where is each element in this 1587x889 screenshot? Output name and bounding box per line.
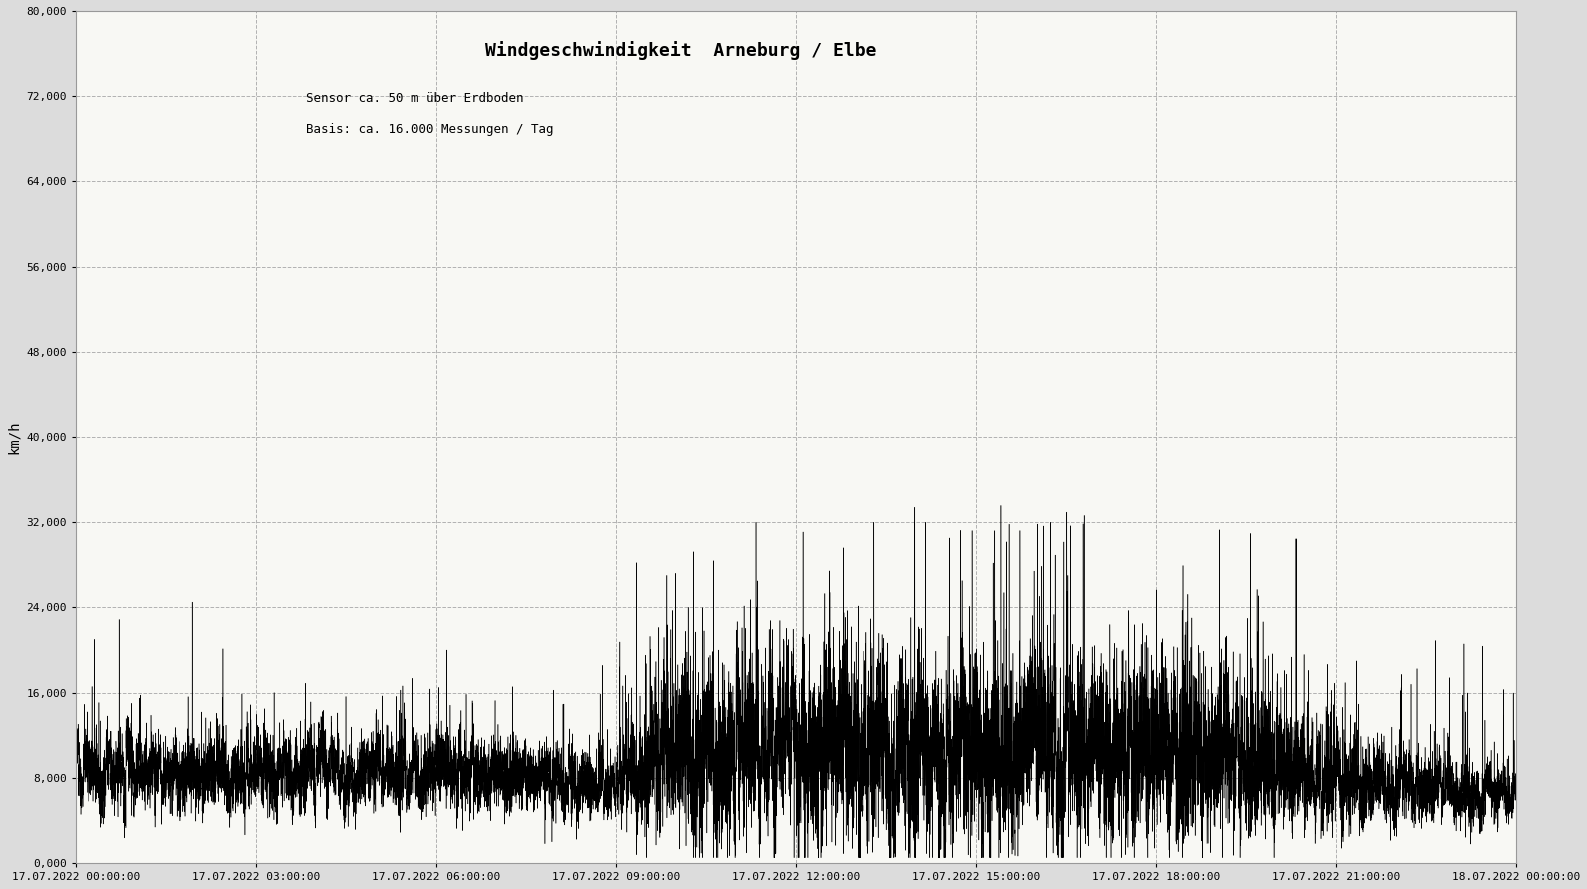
Y-axis label: km/h: km/h	[6, 420, 21, 453]
Text: Basis: ca. 16.000 Messungen / Tag: Basis: ca. 16.000 Messungen / Tag	[306, 124, 554, 136]
Text: Sensor ca. 50 m über Erdboden: Sensor ca. 50 m über Erdboden	[306, 92, 524, 105]
Text: Windgeschwindigkeit  Arneburg / Elbe: Windgeschwindigkeit Arneburg / Elbe	[486, 41, 876, 60]
